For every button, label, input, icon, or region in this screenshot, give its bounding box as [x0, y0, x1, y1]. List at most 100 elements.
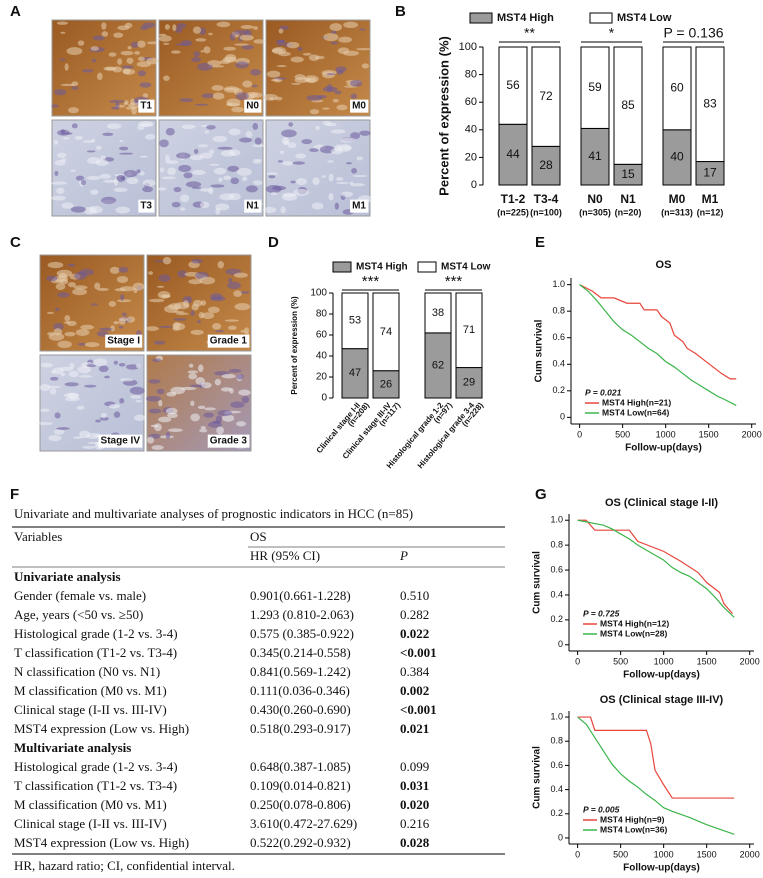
bar-segment: [498, 46, 528, 125]
tissue-texture: [127, 46, 132, 50]
tissue-texture: [292, 161, 305, 165]
y-axis-label: Percent of expression (%): [436, 36, 451, 196]
y-tick-label: 0.8: [552, 306, 565, 316]
x-tick-label: M0: [669, 192, 686, 206]
table-cell: <0.001: [400, 645, 437, 660]
tissue-texture: [73, 436, 83, 439]
legend-label: MST4 Low(n=64): [602, 407, 669, 417]
bar-value-label: 53: [349, 315, 361, 327]
bar-segment: [662, 46, 692, 131]
tissue-texture: [207, 60, 222, 66]
tissue-texture: [64, 396, 80, 402]
survival-curve: [579, 284, 737, 406]
bar-value-label: 40: [670, 150, 684, 164]
tissue-texture: [145, 133, 156, 140]
tissue-texture: [108, 300, 117, 307]
tissue-texture: [54, 170, 59, 176]
y-tick-label: 0: [471, 179, 477, 191]
image-label-bg: [105, 334, 143, 348]
tissue-texture: [199, 276, 216, 285]
tissue-texture: [201, 93, 215, 99]
tissue-texture: [223, 46, 237, 51]
x-tick-note: (n=20): [615, 207, 642, 217]
tissue-texture: [53, 429, 65, 435]
table: Univariate and multivariate analyses of …: [12, 506, 505, 873]
tissue-texture: [340, 191, 354, 198]
significance-label: ***: [362, 273, 380, 290]
tissue-texture: [104, 375, 110, 379]
tissue-texture: [215, 207, 221, 215]
x-tick-label: 0: [577, 429, 582, 439]
tissue-texture: [165, 127, 175, 136]
tissue-texture: [118, 325, 124, 329]
tissue-texture: [236, 168, 252, 176]
table-cell: Age, years (<50 vs. ≥50): [14, 607, 143, 622]
tissue-texture: [216, 21, 231, 28]
tissue-texture: [88, 205, 103, 214]
tissue-texture: [45, 275, 58, 282]
tissue-texture: [146, 57, 159, 65]
tissue-texture: [79, 375, 93, 378]
tissue-texture: [220, 150, 236, 157]
tissue-texture: [59, 366, 74, 372]
x-tick-label: 2000: [740, 656, 760, 666]
tissue-texture: [119, 146, 129, 151]
bar-segment: [580, 46, 610, 129]
table-cell: MST4 expression (Low vs. High): [14, 721, 189, 736]
y-tick-label: 0.4: [550, 589, 563, 599]
table-cell: Clinical stage (I-II vs. III-IV): [14, 702, 167, 717]
tissue-texture: [39, 384, 51, 392]
tissue-texture: [288, 122, 294, 127]
table-cell: 0.216: [400, 816, 430, 831]
tissue-texture: [64, 315, 71, 322]
tissue-texture: [86, 364, 97, 368]
tissue-texture: [291, 82, 301, 85]
tissue-texture: [113, 187, 128, 192]
tissue-texture: [268, 174, 276, 179]
tissue-texture: [210, 184, 225, 188]
tissue-texture: [327, 160, 334, 163]
tissue-texture: [322, 107, 330, 110]
tissue-texture: [100, 155, 106, 161]
tissue-texture: [222, 414, 235, 422]
tissue-texture: [199, 428, 208, 433]
tissue-texture: [164, 24, 170, 30]
tissue-texture: [145, 395, 161, 402]
tissue-texture: [111, 106, 118, 110]
tissue-texture: [251, 84, 258, 88]
bar-segment: [424, 292, 452, 334]
tissue-texture: [90, 189, 99, 195]
tissue-texture: [277, 160, 283, 163]
tissue-texture: [170, 50, 181, 54]
survival-curve: [577, 716, 735, 799]
table-cell: 0.111(0.036-0.346): [250, 683, 350, 698]
tissue-texture: [101, 196, 117, 205]
table-section: Multivariate analysis: [14, 740, 131, 755]
chart-title: OS: [656, 259, 672, 271]
tissue-texture: [117, 58, 123, 65]
tissue-texture: [131, 106, 138, 115]
y-tick-label: 40: [465, 124, 477, 136]
tissue-texture: [77, 342, 87, 346]
tissue-texture: [163, 75, 170, 81]
tissue-texture: [40, 408, 50, 412]
tissue-texture: [350, 93, 358, 99]
tissue-texture: [228, 128, 241, 136]
tissue-texture: [148, 379, 161, 384]
tissue-texture: [262, 206, 277, 214]
x-tick-label: T3-4: [534, 192, 559, 206]
table-header: HR (95% CI): [250, 548, 320, 563]
p-value: P = 0.021: [585, 387, 622, 397]
tissue-texture: [158, 416, 172, 423]
table-footnote: HR, hazard ratio; CI, confidential inter…: [14, 858, 235, 873]
x-tick-label: N0: [587, 192, 603, 206]
tissue-texture: [68, 370, 79, 378]
tissue-texture: [101, 22, 107, 30]
tissue-texture: [67, 282, 76, 288]
tissue-texture: [322, 120, 332, 126]
legend-label: MST4 High(n=9): [600, 814, 665, 824]
tissue-texture: [212, 92, 225, 100]
tissue-texture: [87, 157, 101, 165]
tissue-texture: [306, 77, 311, 82]
tissue-texture: [350, 79, 363, 87]
